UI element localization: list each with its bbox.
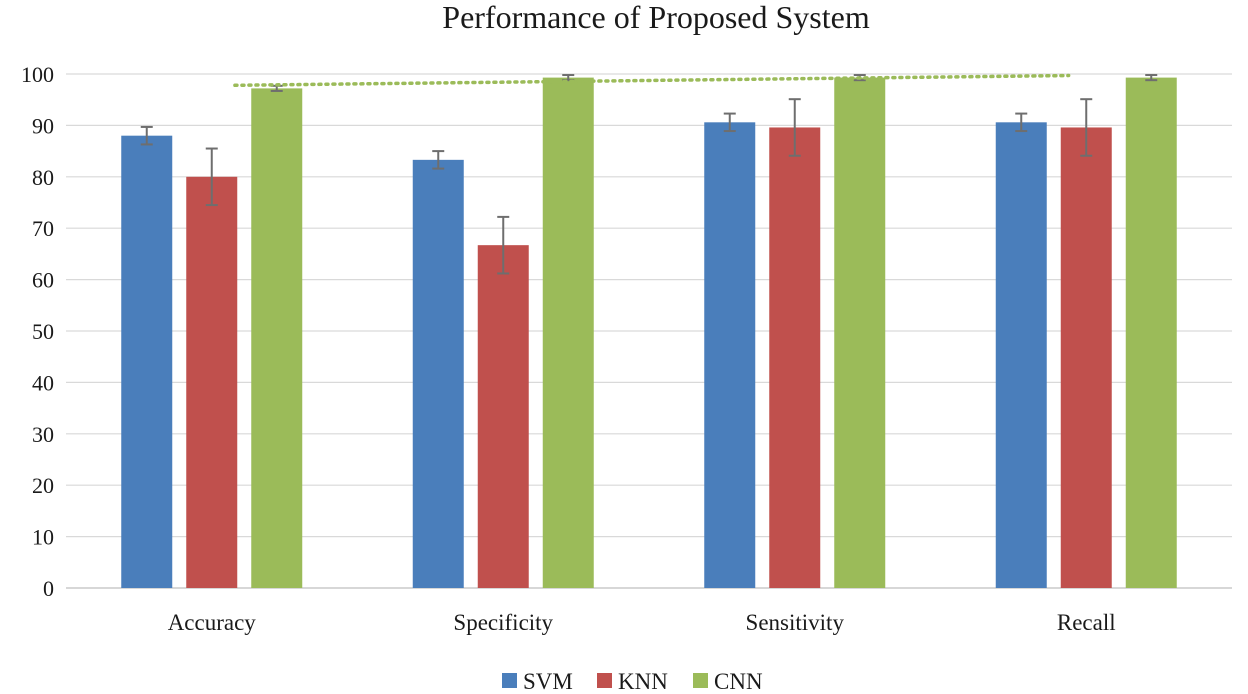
bar-svm-recall (995, 122, 1047, 588)
error-bars (140, 74, 1158, 275)
error-bar-knn-accuracy (205, 147, 218, 207)
legend-label: SVM (523, 669, 573, 694)
chart-title: Performance of Proposed System (442, 0, 870, 35)
bars (121, 77, 1177, 589)
bar-cnn-accuracy (251, 88, 303, 588)
bar-cnn-specificity (542, 77, 594, 589)
legend-item-cnn: CNN (693, 669, 763, 694)
y-tick-label: 60 (32, 268, 54, 293)
error-bar-svm-specificity (432, 150, 445, 170)
trendline (233, 73, 1071, 88)
y-tick-label: 30 (32, 422, 54, 447)
bar-cnn-recall (1125, 77, 1177, 589)
y-tick-label: 50 (32, 319, 54, 344)
legend: SVM KNN CNN (502, 669, 763, 694)
legend-swatch (693, 673, 708, 688)
gridlines (66, 73, 1232, 589)
error-bar-knn-recall (1080, 98, 1093, 157)
y-tick-label: 90 (32, 113, 54, 138)
error-bar-knn-specificity (497, 215, 510, 275)
category-label: Accuracy (168, 610, 257, 635)
y-tick-label: 40 (32, 370, 54, 395)
y-tick-label: 70 (32, 216, 54, 241)
error-bar-svm-recall (1015, 112, 1028, 133)
bar-knn-recall (1060, 127, 1112, 589)
legend-item-knn: KNN (597, 669, 668, 694)
error-bar-knn-sensitivity (788, 98, 801, 157)
y-tick-label: 100 (21, 62, 54, 87)
bar-knn-specificity (477, 245, 529, 589)
category-label: Recall (1057, 610, 1116, 635)
y-tick-label: 10 (32, 525, 54, 550)
bar-svm-specificity (412, 159, 464, 588)
bar-svm-sensitivity (704, 122, 756, 588)
trendline-cnn (233, 73, 1071, 88)
bar-knn-sensitivity (769, 127, 821, 589)
category-label: Specificity (453, 610, 553, 635)
category-labels: Accuracy Specificity Sensitivity Recall (168, 610, 1116, 635)
bar-svm-accuracy (121, 135, 173, 588)
y-tick-label: 80 (32, 165, 54, 190)
bar-cnn-sensitivity (834, 77, 886, 589)
category-label: Sensitivity (746, 610, 845, 635)
error-bar-cnn-recall (1145, 74, 1158, 82)
legend-label: KNN (618, 669, 668, 694)
legend-item-svm: SVM (502, 669, 573, 694)
y-tick-label: 20 (32, 473, 54, 498)
legend-swatch (597, 673, 612, 688)
legend-swatch (502, 673, 517, 688)
y-axis-ticks: 0 10 20 30 40 50 60 70 80 90 100 (21, 62, 54, 601)
legend-label: CNN (714, 669, 763, 694)
error-bar-svm-accuracy (140, 125, 153, 146)
error-bar-svm-sensitivity (723, 112, 736, 133)
bar-knn-accuracy (186, 176, 238, 589)
y-tick-label: 0 (43, 576, 54, 601)
